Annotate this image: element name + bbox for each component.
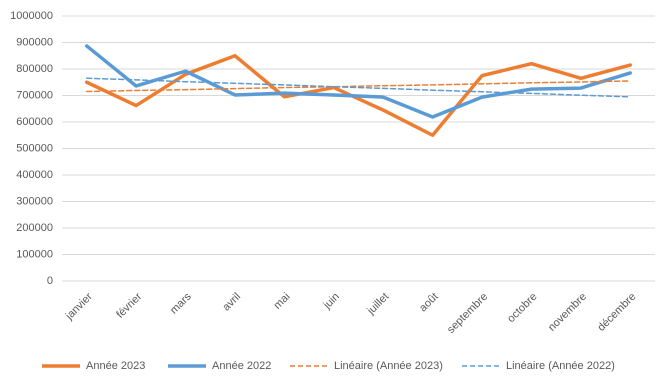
x-tick-label: juin <box>321 291 342 312</box>
series-line <box>84 44 633 119</box>
x-tick-label: septembre <box>445 291 490 336</box>
y-tick-label: 0 <box>47 275 53 287</box>
y-tick-label: 1000000 <box>10 10 53 22</box>
legend-label: Année 2023 <box>86 360 145 372</box>
x-tick-label: décembre <box>595 291 638 334</box>
y-tick-label: 700000 <box>16 89 53 101</box>
trend-line <box>85 80 632 93</box>
legend-label: Linéaire (Année 2023) <box>334 360 443 372</box>
legend-label: Linéaire (Année 2022) <box>506 360 615 372</box>
x-tick-label: mars <box>168 290 194 316</box>
x-tick-label: janvier <box>63 290 95 322</box>
y-tick-label: 500000 <box>16 142 53 154</box>
y-tick-label: 300000 <box>16 195 53 207</box>
x-tick-label: octobre <box>505 291 539 325</box>
y-tick-label: 400000 <box>16 169 53 181</box>
trend-line <box>85 77 632 98</box>
y-tick-label: 200000 <box>16 222 53 234</box>
y-tick-label: 900000 <box>16 36 53 48</box>
series-line <box>84 54 633 137</box>
y-tick-label: 100000 <box>16 248 53 260</box>
x-tick-label: mai <box>272 291 293 312</box>
legend-label: Année 2022 <box>212 360 271 372</box>
x-tick-label: août <box>417 291 441 315</box>
x-tick-label: novembre <box>546 291 589 334</box>
x-tick-label: avril <box>220 291 243 314</box>
y-tick-label: 600000 <box>16 116 53 128</box>
x-tick-label: juillet <box>364 291 391 318</box>
y-tick-label: 800000 <box>16 63 53 75</box>
x-tick-label: février <box>114 290 144 320</box>
